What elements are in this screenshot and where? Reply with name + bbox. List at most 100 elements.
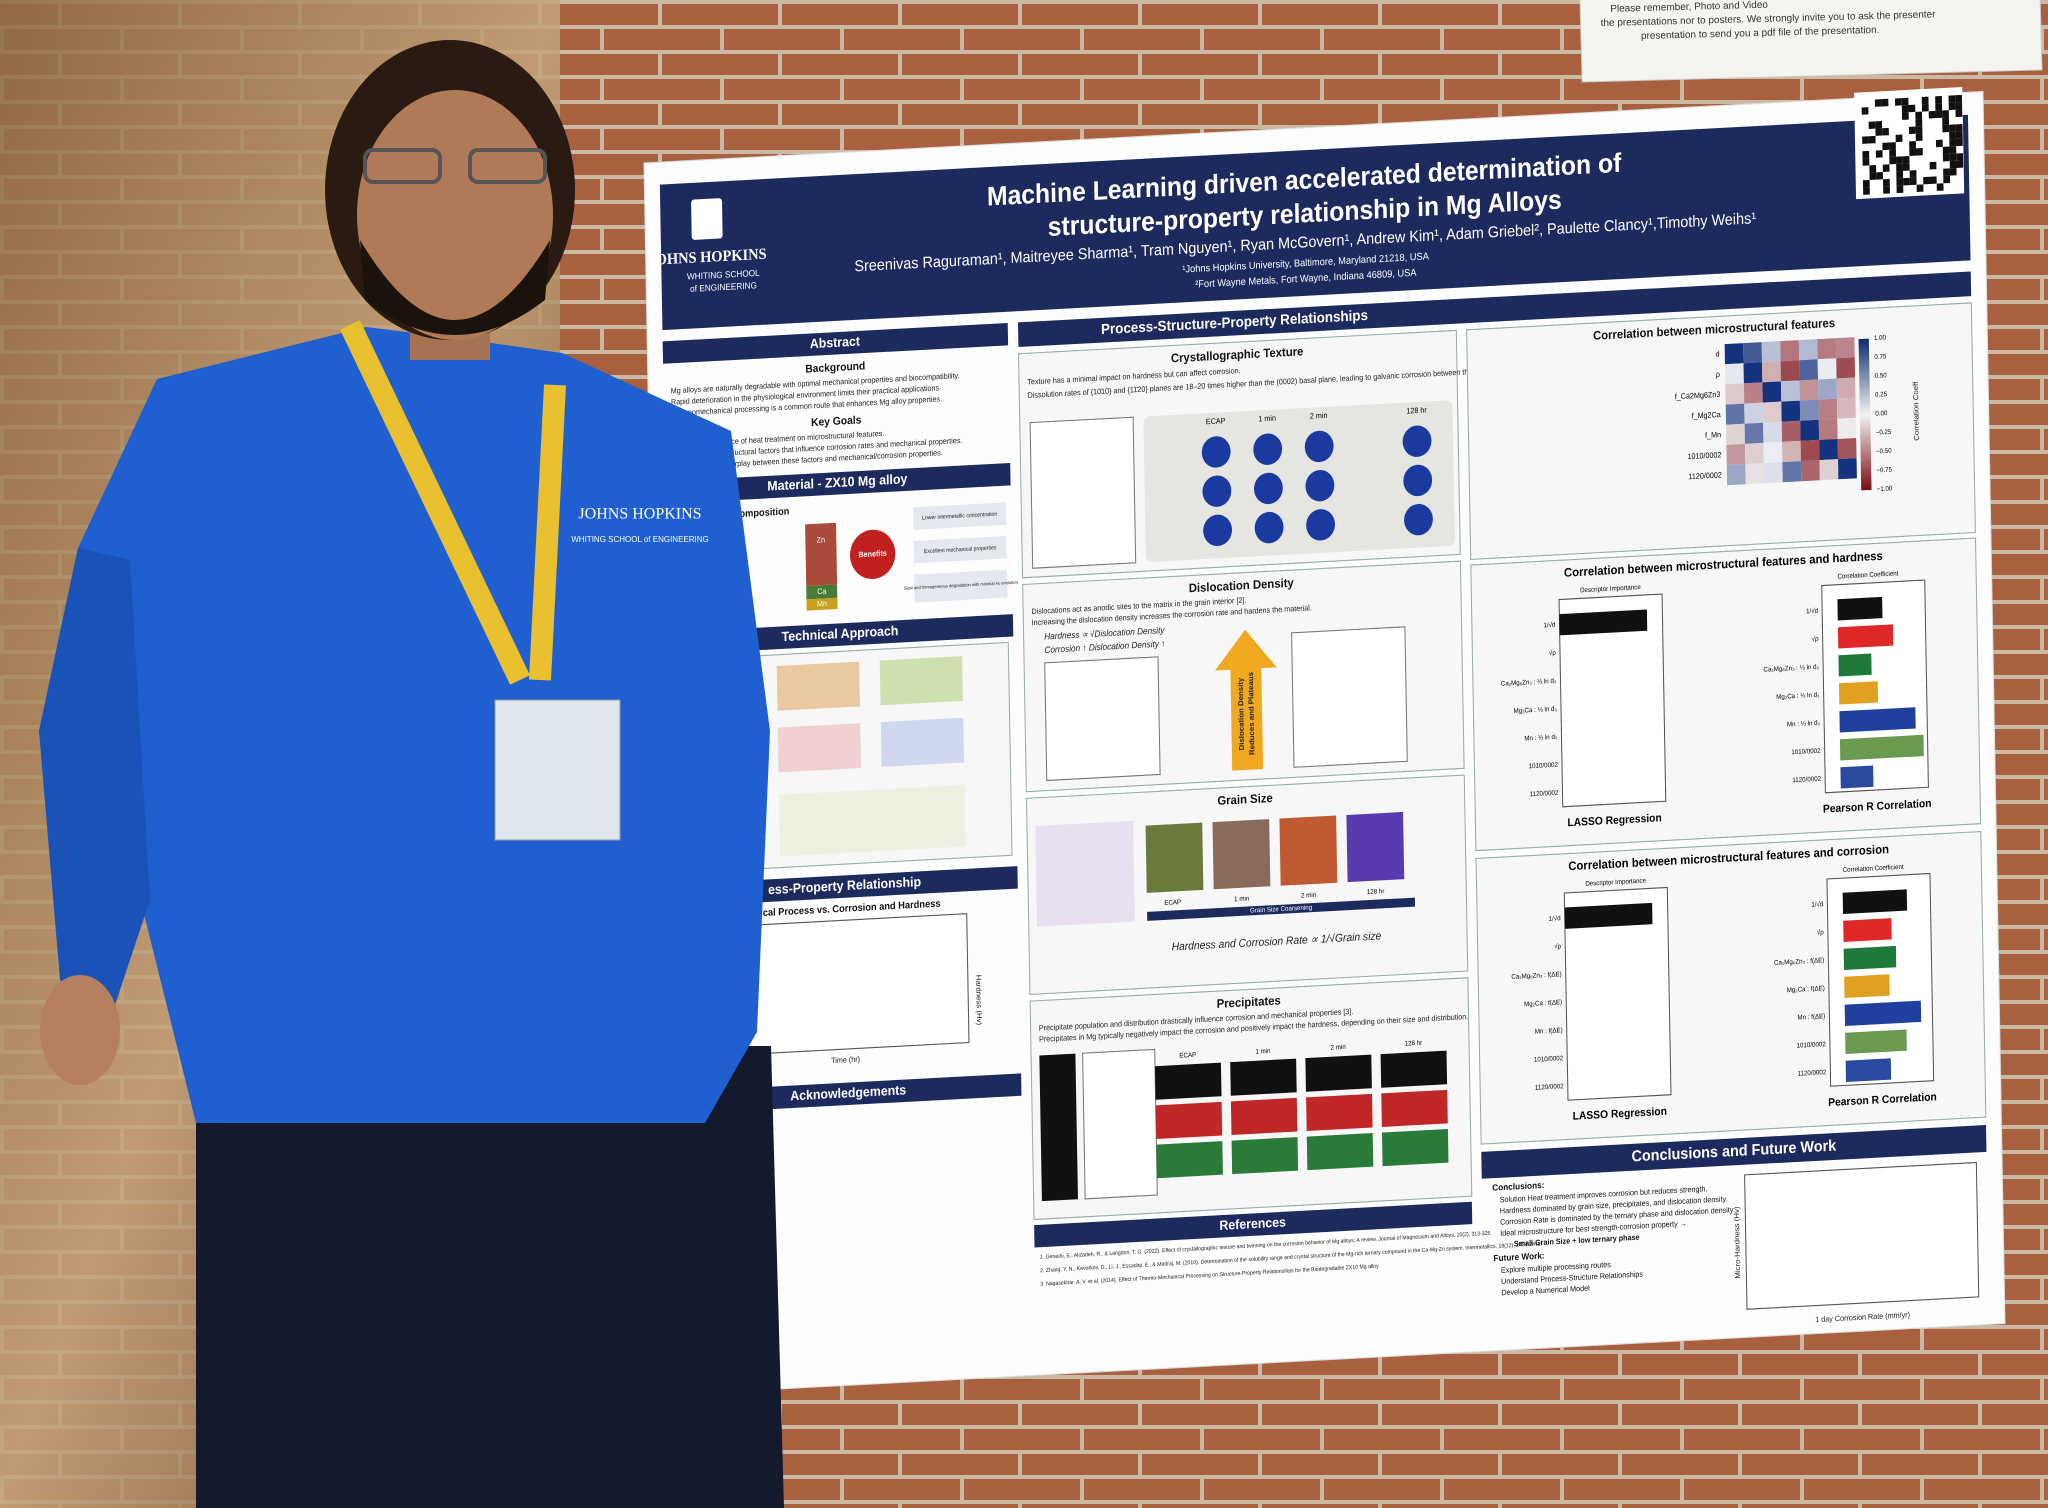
qr-cell xyxy=(1861,107,1869,115)
heat-cell xyxy=(1819,438,1839,461)
qr-cell xyxy=(1929,161,1937,170)
bar xyxy=(1839,707,1916,733)
bar xyxy=(1840,765,1874,789)
micrograph xyxy=(1231,1137,1299,1175)
plot-frame xyxy=(1029,416,1137,569)
heat-cell xyxy=(1799,399,1819,421)
qr-cell xyxy=(1889,156,1897,165)
micrograph xyxy=(1039,1053,1078,1202)
mn-bar xyxy=(806,597,838,611)
heatmap: dρ f_Ca2Mg6Zn3 f_Mg2Ca f_Mn 1010/0002 1120/00… xyxy=(1675,337,1857,486)
row-label: Ca₂Mg₆Zn₃ : ⅓ ln d₃ xyxy=(1763,664,1819,674)
heat-cell xyxy=(1837,417,1857,439)
row-label: f_Ca2Mg6Zn3 xyxy=(1675,390,1721,402)
qr-cell xyxy=(1896,170,1904,179)
qr-cell xyxy=(1915,147,1923,156)
face xyxy=(357,90,553,340)
qr-cell xyxy=(1909,141,1916,149)
pole-figure xyxy=(1304,430,1334,463)
qr-cell xyxy=(1923,176,1931,185)
qr-cell xyxy=(1949,124,1956,132)
qr-cell xyxy=(1943,175,1951,184)
bar xyxy=(1844,974,1890,998)
poster: JOHNS HOPKINS WHITING SCHOOL of ENGINEER… xyxy=(643,86,2006,1396)
stage-label: 1 min xyxy=(1234,895,1250,903)
ca-bar xyxy=(806,584,838,600)
section-bar xyxy=(1017,271,1972,348)
stage-label: 128 hr xyxy=(1367,888,1385,896)
panel-title: Grain Size xyxy=(1217,790,1273,808)
heat-cell xyxy=(1780,340,1800,362)
heat-cell xyxy=(1799,379,1819,401)
qr-cell xyxy=(1868,121,1876,129)
pole-figure xyxy=(1306,509,1336,541)
chart-title: LASSO Regression xyxy=(1573,1105,1668,1123)
colorbar-tick-label: −1.00 xyxy=(1877,485,1893,493)
qr-cell xyxy=(1955,131,1963,139)
benefit-item: Slow and homogeneous degradation with mi… xyxy=(904,579,1019,590)
bar xyxy=(1842,889,1908,914)
stage-label: 128 hr xyxy=(1406,405,1427,415)
qr-cell xyxy=(1956,153,1964,161)
bar xyxy=(1837,596,1883,621)
pole-figure xyxy=(1201,436,1231,468)
corrosion-panel: Correlation between microstructural feat… xyxy=(1475,830,1987,1145)
heat-cell xyxy=(1836,357,1856,379)
micrograph xyxy=(1306,1093,1373,1131)
lanyard xyxy=(340,320,566,685)
micrograph xyxy=(1156,1141,1223,1179)
micrograph xyxy=(1230,1058,1297,1096)
qr-cell xyxy=(1935,95,1942,104)
benefit-box xyxy=(913,536,1007,564)
colorbar xyxy=(1858,338,1872,491)
heat-cell xyxy=(1762,381,1782,403)
colorbar-ticks: 1.00 0.75 0.50 0.25 0.00 −0.25 −0.50 −0.75 −1.00 xyxy=(1874,334,1893,493)
qr-pattern xyxy=(1861,94,1964,195)
colorbar-tick-label: −0.50 xyxy=(1876,447,1892,455)
logo-school: WHITING SCHOOL xyxy=(687,267,760,281)
colorbar-tick-label: 0.00 xyxy=(1875,410,1888,418)
pole-figure xyxy=(1253,472,1283,505)
qr-cell xyxy=(1928,110,1936,119)
stage-label: ECAP xyxy=(1179,1052,1196,1060)
heat-cell xyxy=(1762,401,1782,423)
row-label: Mn : ⅓ ln d₃ xyxy=(1524,734,1558,743)
colorbar-tick-label: −0.75 xyxy=(1876,466,1892,474)
stage-label: 128 hr xyxy=(1405,1039,1423,1047)
qr-cell xyxy=(1909,148,1917,156)
axis-label: Time (hr) xyxy=(831,1054,861,1065)
heat-cell xyxy=(1743,342,1763,364)
grain-3d-plot xyxy=(1035,820,1135,927)
heat-cell xyxy=(1726,423,1745,445)
row-label: 1010/0002 xyxy=(1687,450,1721,461)
row-label: 1010/0002 xyxy=(1529,762,1559,771)
qr-cell xyxy=(1916,184,1924,193)
shirt-print: JOHNS HOPKINS xyxy=(578,506,701,523)
diagram-block xyxy=(880,717,964,767)
qr-cell xyxy=(1875,120,1883,129)
pole-figure xyxy=(1403,464,1433,497)
benefit-item: Excellent mechanical properties xyxy=(924,545,997,555)
heat-cell xyxy=(1836,377,1856,399)
bar xyxy=(1843,945,1897,970)
qr-cell xyxy=(1915,133,1923,142)
colorbar-tick-label: 0.25 xyxy=(1875,391,1888,399)
grain-map xyxy=(1279,815,1338,886)
qr-cell xyxy=(1868,135,1876,144)
qr-cell xyxy=(1955,109,1963,118)
qr-cell xyxy=(1876,171,1884,180)
qr-cell xyxy=(1895,134,1903,143)
grain-map xyxy=(1145,822,1204,893)
qr-cell xyxy=(1936,183,1944,191)
heat-cell xyxy=(1837,437,1857,460)
notice-paper xyxy=(1579,0,2043,83)
logo-shield xyxy=(691,198,723,240)
precipitate-images xyxy=(1154,1050,1449,1179)
heat-cell xyxy=(1782,461,1802,483)
panel-title: Precipitates xyxy=(1216,993,1281,1011)
row-label: 1/√d xyxy=(1811,900,1824,909)
qr-cell xyxy=(1862,179,1870,188)
heat-cell xyxy=(1800,419,1820,441)
hand xyxy=(40,975,120,1085)
